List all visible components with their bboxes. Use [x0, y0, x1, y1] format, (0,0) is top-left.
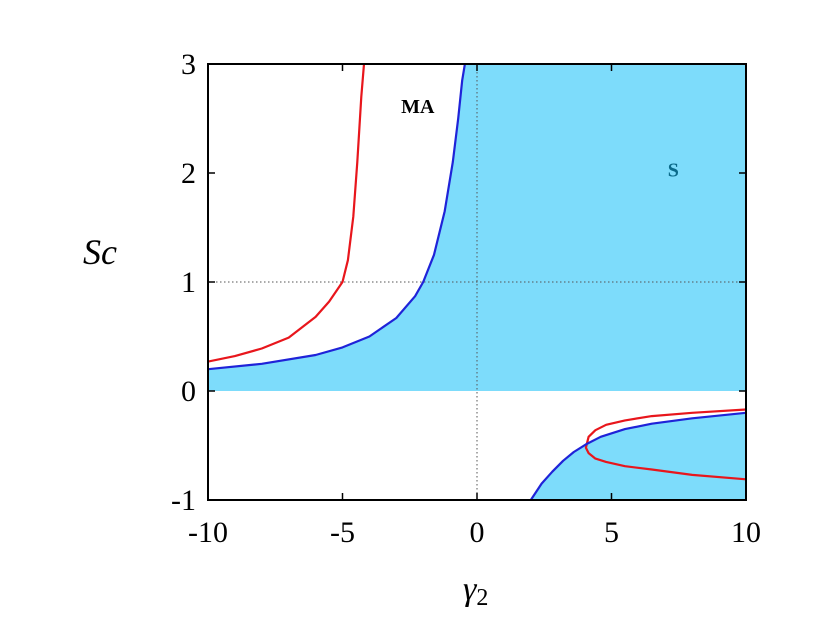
- x-axis-label-main: γ: [463, 571, 478, 608]
- series-line-1: [584, 408, 746, 481]
- x-tick-label: 10: [731, 516, 761, 549]
- y-axis-label: Sc: [83, 232, 117, 272]
- shaded-region-1: [530, 412, 746, 500]
- series-line-3: [529, 411, 746, 500]
- y-tick-label: 2: [181, 157, 196, 190]
- region-labels: MA S: [401, 96, 679, 181]
- y-tick-label: -1: [171, 484, 196, 517]
- x-axis-label: γ2: [463, 571, 488, 611]
- shaded-regions: [208, 64, 746, 500]
- region-label-s: S: [668, 159, 679, 181]
- series-lines: [208, 64, 746, 500]
- reference-lines: [208, 64, 746, 500]
- x-tick-label: 5: [604, 516, 619, 549]
- x-axis-label-subscript: 2: [476, 585, 488, 611]
- y-tick-label: 0: [181, 375, 196, 408]
- y-tick-label: 1: [181, 266, 196, 299]
- region-label-ma: MA: [401, 96, 435, 118]
- x-tick-label: -10: [188, 516, 228, 549]
- x-tick-label: -5: [330, 516, 355, 549]
- series-line-2: [208, 64, 466, 371]
- shaded-region-0: [208, 64, 746, 391]
- series-line-0: [208, 64, 366, 363]
- y-tick-label: 3: [181, 48, 196, 81]
- x-tick-label: 0: [470, 516, 485, 549]
